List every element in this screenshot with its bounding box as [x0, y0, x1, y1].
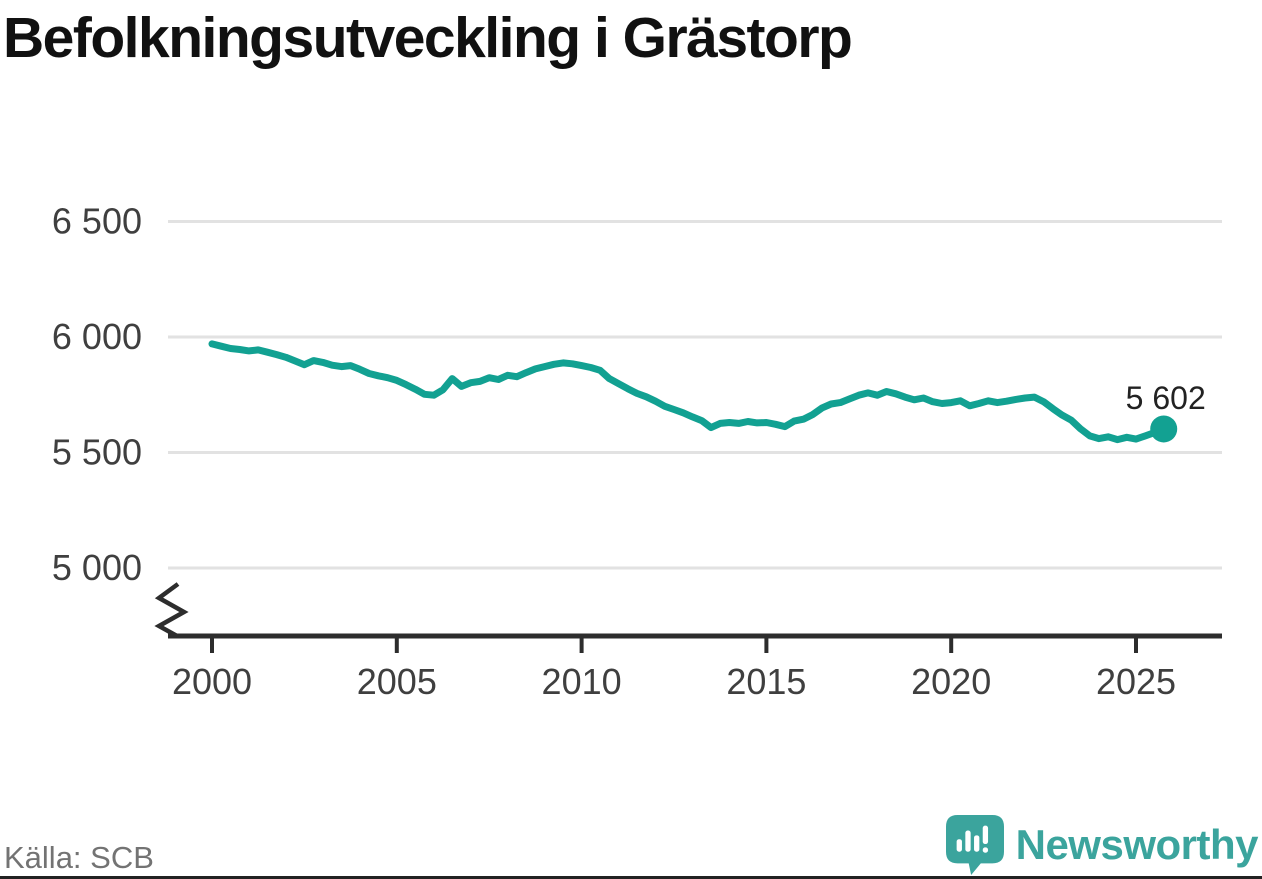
x-tick-label: 2025 [1096, 661, 1176, 702]
chart-title: Befolkningsutveckling i Grästorp [3, 6, 853, 70]
bottom-border [0, 876, 1262, 879]
end-point-marker [1150, 415, 1178, 443]
y-tick-label: 6 000 [52, 316, 142, 357]
y-tick-label: 5 500 [52, 432, 142, 473]
logo-exclamation-bar [982, 825, 988, 845]
brand-name: Newsworthy [1015, 821, 1259, 868]
logo-exclamation-dot [982, 847, 988, 853]
x-tick-label: 2000 [172, 661, 252, 702]
logo-bar-tall [964, 830, 971, 852]
end-value-label: 5 602 [1126, 380, 1206, 416]
x-tick-label: 2015 [726, 661, 806, 702]
newsworthy-logo: Newsworthy [945, 814, 1259, 876]
gridlines [168, 220, 1222, 570]
y-tick-label: 5 000 [52, 547, 142, 588]
logo-bar-short [956, 839, 962, 852]
y-axis-labels: 6 500 6 000 5 500 5 000 [52, 201, 142, 589]
x-tick-label: 2005 [357, 661, 437, 702]
axis-break-icon [154, 582, 189, 638]
population-line [208, 340, 1168, 444]
population-chart: 6 500 6 000 5 500 5 000 2000 2005 2010 2… [52, 201, 1222, 702]
logo-bar-medium [973, 835, 979, 852]
x-tick-label: 2010 [542, 661, 622, 702]
x-tick-label: 2020 [911, 661, 991, 702]
source-note: Källa: SCB [4, 840, 154, 875]
x-axis-labels: 2000 2005 2010 2015 2020 2025 [172, 661, 1176, 702]
y-tick-label: 6 500 [52, 201, 142, 242]
newsworthy-bubble-icon [945, 815, 1004, 875]
x-axis-ticks [210, 636, 1138, 653]
